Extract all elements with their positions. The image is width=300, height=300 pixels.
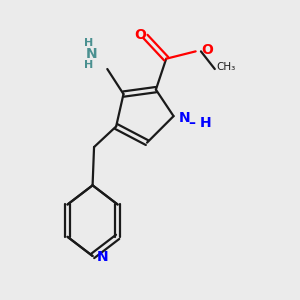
Text: H: H [83,38,93,48]
Text: H: H [83,61,93,70]
Text: N: N [85,47,97,61]
Text: CH₃: CH₃ [216,62,236,72]
Text: O: O [134,28,146,42]
Text: N: N [179,111,190,124]
Text: H: H [200,116,211,130]
Text: –: – [188,116,195,130]
Text: O: O [201,43,213,57]
Text: N: N [97,250,109,265]
